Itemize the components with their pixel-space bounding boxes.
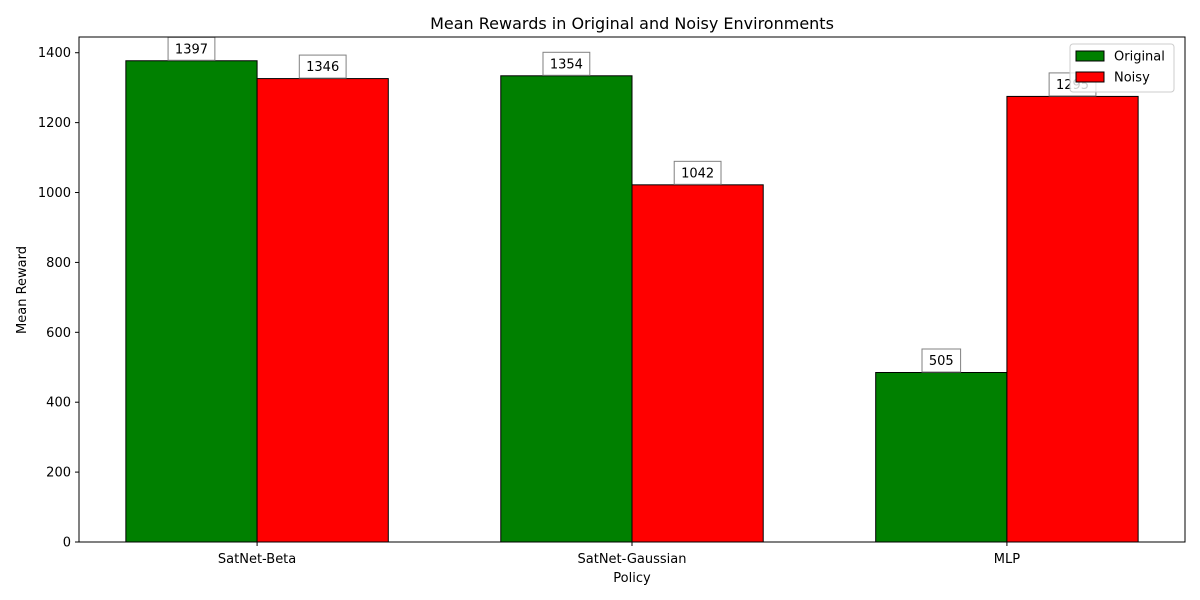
plot-area: 1397135450513461042129502004006008001000… — [38, 36, 1186, 567]
bar-noisy-1 — [631, 184, 764, 543]
legend-swatch-noisy — [1075, 71, 1105, 83]
bar-original-0 — [125, 60, 258, 543]
data-label-box — [542, 51, 591, 76]
y-tick-label: 1400 — [38, 46, 71, 61]
y-axis-label: Mean Reward — [15, 246, 30, 334]
y-tick-label: 600 — [46, 326, 71, 341]
data-label: 1346 — [306, 60, 339, 75]
y-tick-label: 200 — [46, 466, 71, 481]
y-tick-label: 0 — [63, 536, 71, 551]
data-label-box — [673, 160, 722, 185]
bar-original-1 — [500, 75, 633, 543]
legend-swatch-original — [1075, 50, 1105, 62]
legend-label-original: Original — [1114, 50, 1165, 65]
chart-title: Mean Rewards in Original and Noisy Envir… — [430, 14, 834, 33]
bar-noisy-0 — [256, 78, 389, 543]
data-label-box — [921, 348, 962, 373]
x-axis-label: Policy — [613, 571, 651, 586]
y-tick-label: 800 — [46, 256, 71, 271]
y-tick-label: 1000 — [38, 186, 71, 201]
data-label-box — [298, 54, 347, 79]
x-tick-label: MLP — [994, 552, 1020, 567]
data-label: 1397 — [175, 42, 208, 57]
legend-label-noisy: Noisy — [1114, 71, 1150, 86]
y-tick-label: 1200 — [38, 116, 71, 131]
legend: Original Noisy — [1069, 43, 1175, 93]
data-label: 1042 — [681, 166, 714, 181]
y-tick-label: 400 — [46, 396, 71, 411]
bar-noisy-2 — [1006, 95, 1139, 543]
data-label: 1354 — [550, 57, 583, 72]
x-tick-label: SatNet-Beta — [218, 552, 296, 567]
data-label: 505 — [929, 354, 954, 369]
x-tick-label: SatNet-Gaussian — [578, 552, 687, 567]
bar-original-2 — [875, 372, 1008, 543]
